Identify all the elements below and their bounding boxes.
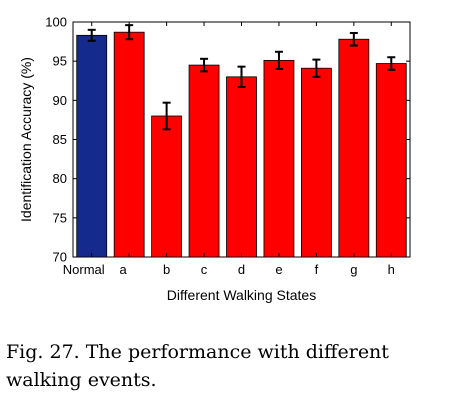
x-tick-label-normal: Normal (63, 262, 105, 277)
bar-normal (76, 34, 108, 258)
bar-b (151, 115, 183, 258)
x-tick-label-a: a (120, 262, 128, 277)
y-tick-label-90: 90 (53, 93, 67, 108)
y-tick-label-95: 95 (53, 54, 67, 69)
y-axis: 70 75 80 85 90 95 100 (45, 15, 410, 265)
y-axis-label: Identification Accuracy (%) (18, 57, 34, 222)
bar-h (375, 63, 407, 258)
y-tick-label-100: 100 (45, 15, 67, 30)
y-tick-label-80: 80 (53, 171, 67, 186)
y-tick-label-70: 70 (53, 250, 67, 265)
y-tick-label-85: 85 (53, 132, 67, 147)
x-tick-label-b: b (163, 262, 170, 277)
bar-f (300, 67, 332, 258)
x-tick-label-g: g (350, 262, 357, 277)
y-tick-label-75: 75 (53, 210, 67, 225)
x-tick-label-f: f (315, 262, 319, 277)
x-tick-label-e: e (275, 262, 282, 277)
bar-g (338, 38, 370, 258)
x-axis: Normal a b c d e f g h (63, 22, 395, 277)
x-axis-label: Different Walking States (167, 287, 316, 303)
bar-chart: 70 75 80 85 90 95 100 Normal a b c d e f g h Identific… (18, 15, 411, 303)
x-tick-label-d: d (238, 262, 245, 277)
figure-caption: Fig. 27. The performance with different … (6, 341, 389, 391)
bar-a (113, 31, 145, 258)
x-tick-label-h: h (388, 262, 395, 277)
bar-e (263, 59, 295, 258)
bar-c (188, 64, 220, 258)
x-tick-label-c: c (201, 262, 208, 277)
bar-d (226, 76, 257, 258)
